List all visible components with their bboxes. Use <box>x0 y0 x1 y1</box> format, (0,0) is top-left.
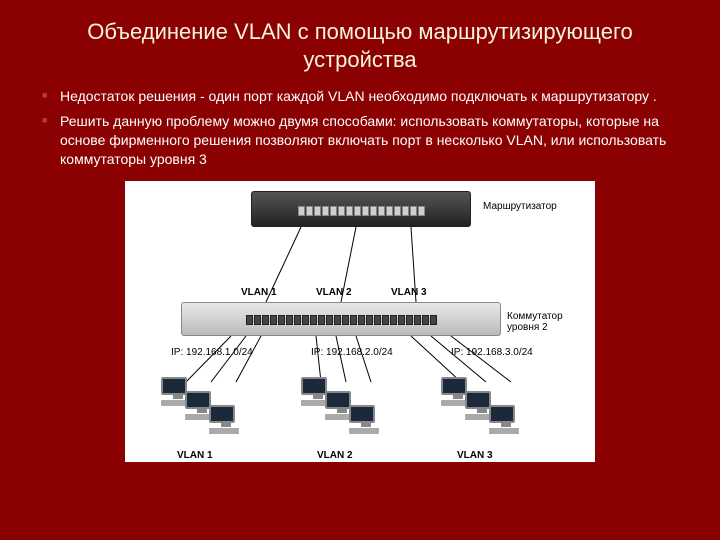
vlan-group-label: VLAN 2 <box>317 450 353 461</box>
router-device <box>251 191 471 227</box>
pc-group: VLAN 3 <box>441 377 541 447</box>
slide-title: Объединение VLAN с помощью маршрутизирую… <box>34 18 686 73</box>
vlan-group-label: VLAN 1 <box>177 450 213 461</box>
router-label: Маршрутизатор <box>483 201 557 212</box>
bullet-list: Недостаток решения - один порт каждой VL… <box>34 87 686 169</box>
diagram: Маршрутизатор VLAN 1 VLAN 2 VLAN 3 Комму… <box>125 181 595 462</box>
vlan-group-label: VLAN 3 <box>457 450 493 461</box>
pc-group: VLAN 1 <box>161 377 261 447</box>
switch-device <box>181 302 501 336</box>
vlan-top-label: VLAN 3 <box>391 287 427 298</box>
bullet-item: Недостаток решения - один порт каждой VL… <box>42 87 686 106</box>
vlan-top-label: VLAN 1 <box>241 287 277 298</box>
ip-label: IP: 192.168.2.0/24 <box>311 347 393 358</box>
ip-label: IP: 192.168.3.0/24 <box>451 347 533 358</box>
vlan-top-label: VLAN 2 <box>316 287 352 298</box>
ip-label: IP: 192.168.1.0/24 <box>171 347 253 358</box>
pc-group: VLAN 2 <box>301 377 401 447</box>
bullet-item: Решить данную проблему можно двумя спосо… <box>42 112 686 169</box>
slide: Объединение VLAN с помощью маршрутизирую… <box>0 0 720 472</box>
switch-label: Коммутатор уровня 2 <box>507 311 589 333</box>
